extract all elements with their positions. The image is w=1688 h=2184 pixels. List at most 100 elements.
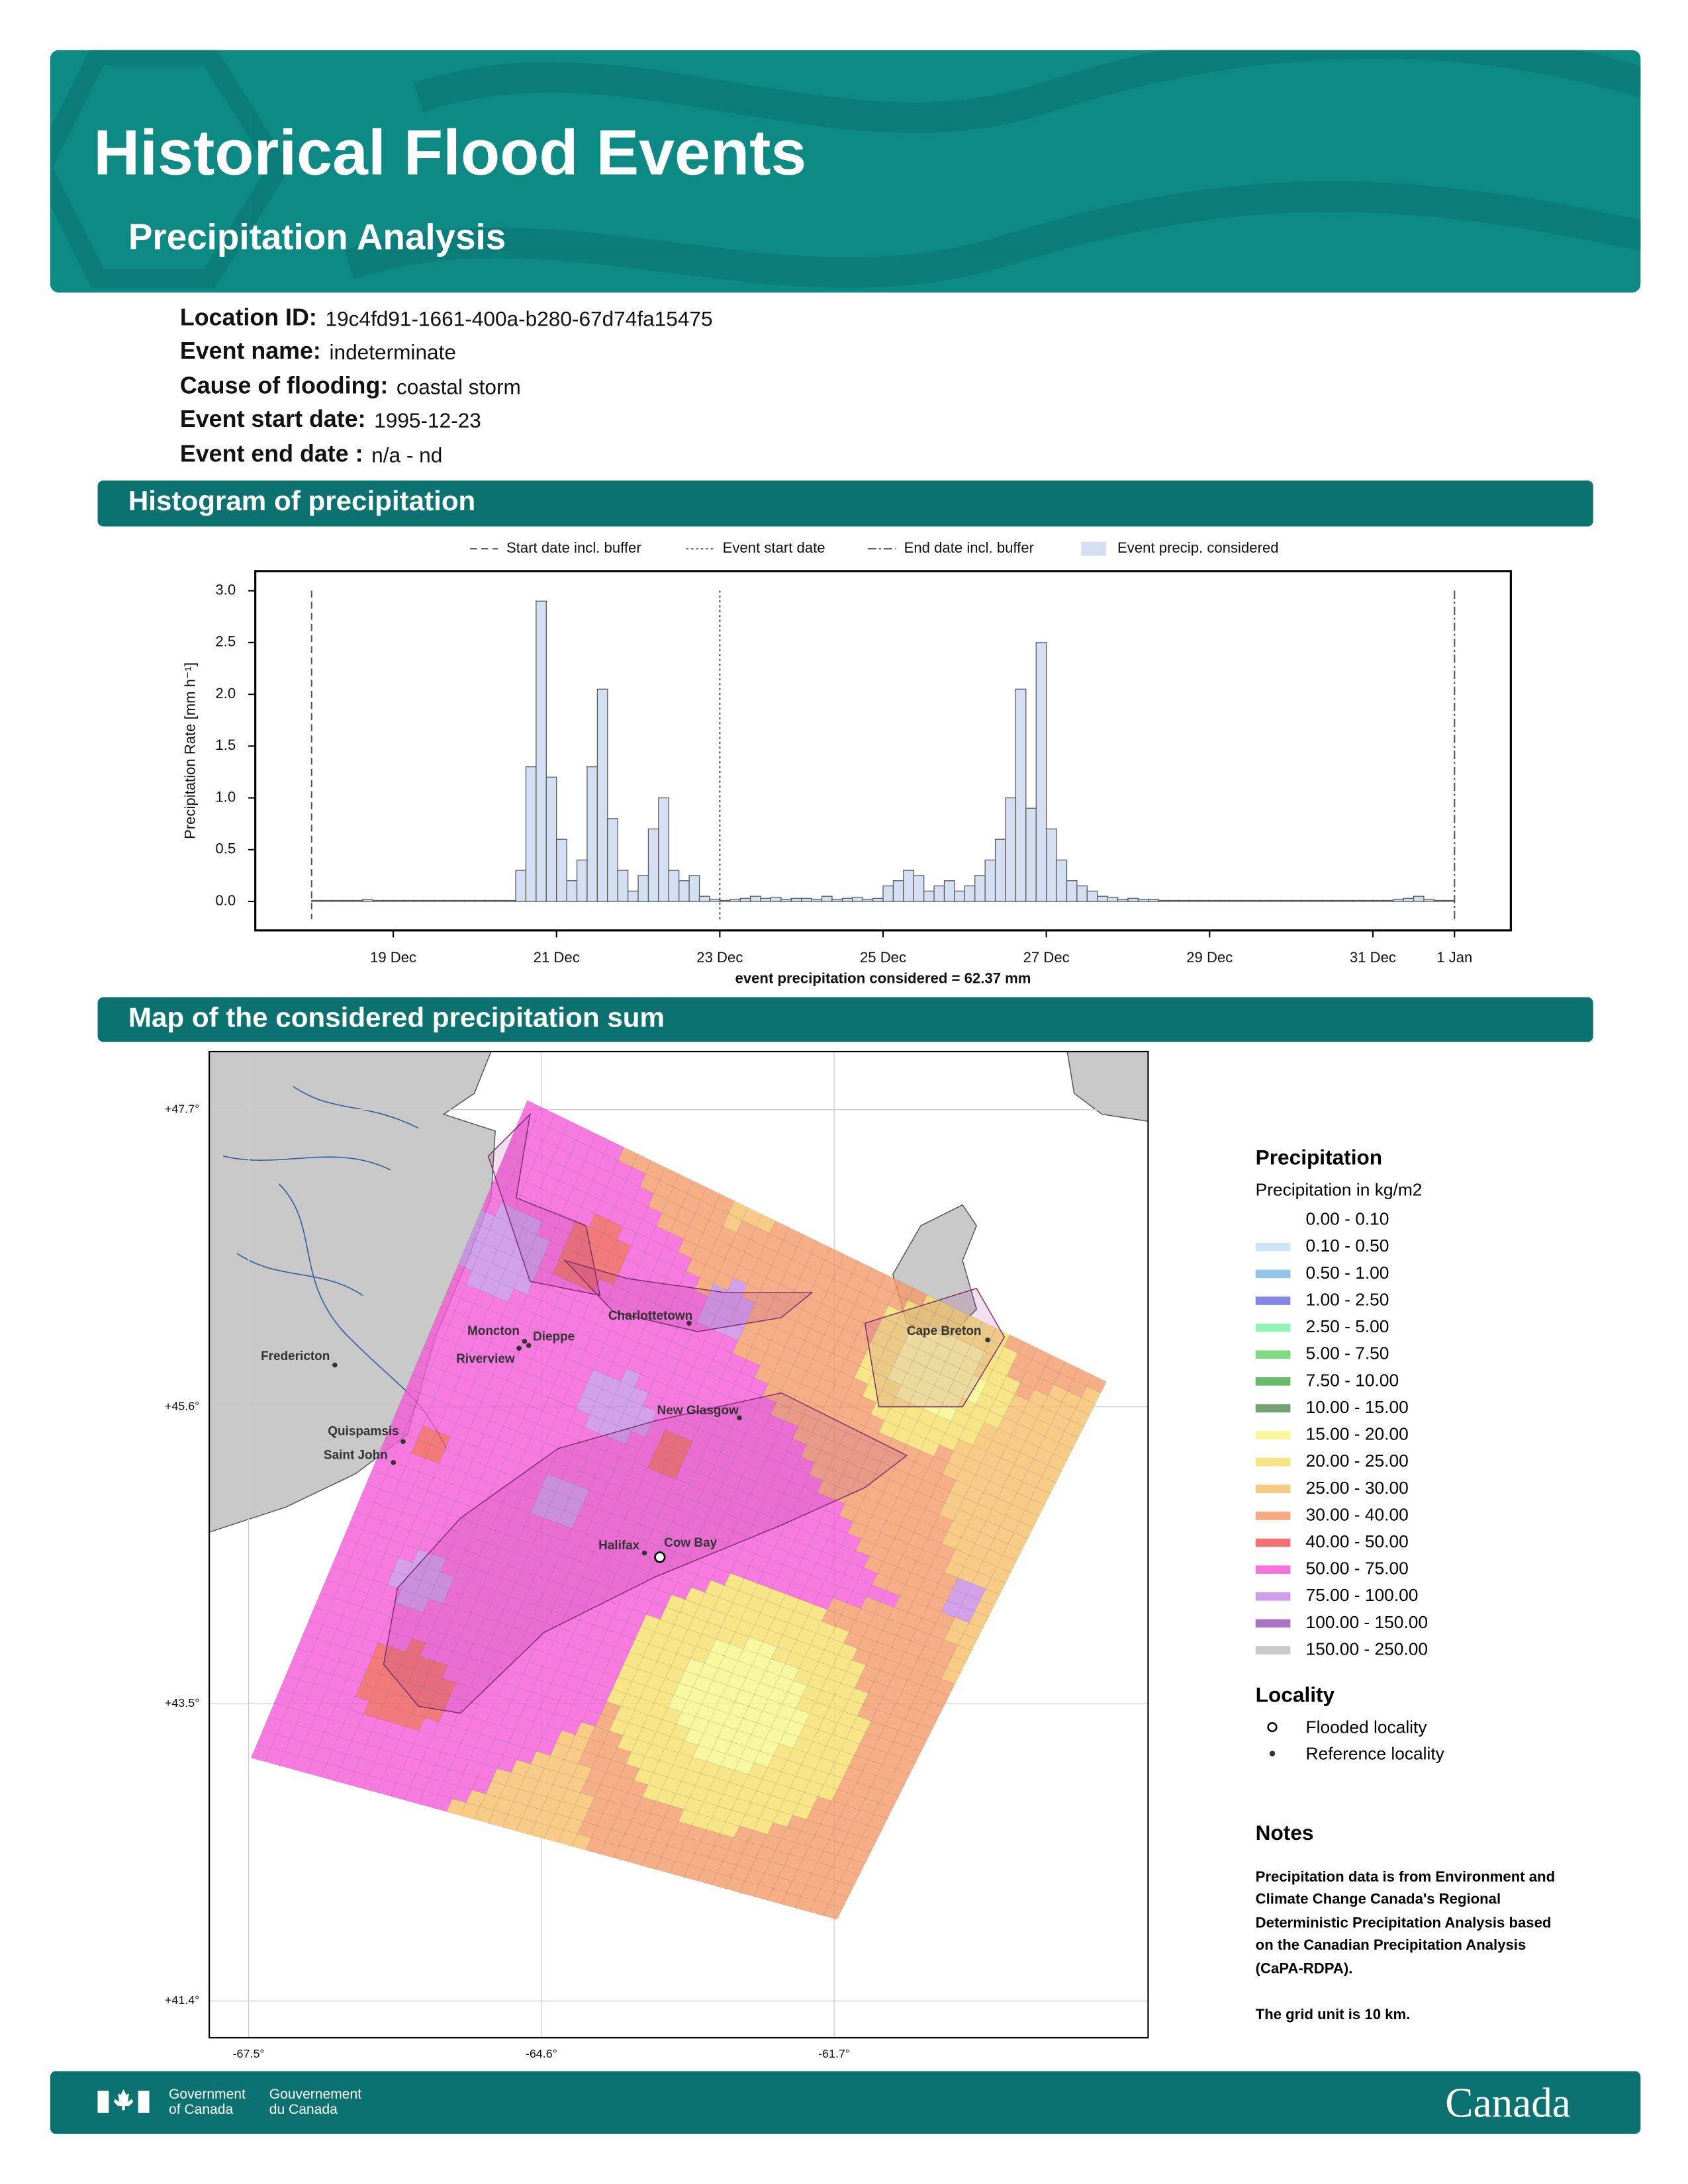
legend-swatch [1255, 1242, 1291, 1251]
legend-label: 20.00 - 25.00 [1306, 1451, 1409, 1471]
hist-bar [862, 899, 874, 902]
lat-label: +45.6° [165, 1399, 199, 1412]
hist-bar [1035, 642, 1047, 902]
hist-bar [749, 895, 761, 902]
hist-bar [383, 899, 394, 902]
hist-bar [770, 897, 782, 902]
legend-swatch [1255, 1297, 1291, 1305]
locality-label: Halifax [598, 1539, 640, 1553]
hist-bar [943, 880, 955, 902]
hist-bar [892, 880, 904, 902]
hist-bar [434, 899, 445, 902]
hist-bar [1046, 828, 1057, 902]
hist-bar [1290, 899, 1302, 902]
locality-label: Moncton [467, 1324, 520, 1338]
hist-bar [1260, 899, 1272, 902]
hist-bar [1168, 899, 1180, 902]
y-tick-label: 2.5 [215, 633, 236, 650]
coastline [563, 1259, 814, 1332]
legend-label: 7.50 - 10.00 [1306, 1370, 1399, 1390]
river [222, 1155, 391, 1171]
locality-label: Dieppe [533, 1330, 575, 1343]
field-label: Location ID: [180, 304, 317, 330]
hist-bar [1005, 797, 1017, 902]
hist-bar [1433, 899, 1445, 902]
hist-bar [954, 890, 965, 902]
hist-bar [494, 899, 506, 902]
hist-bar [852, 897, 863, 902]
locality-label: Cow Bay [664, 1536, 717, 1550]
hist-bar [464, 899, 476, 902]
legend-label: 150.00 - 250.00 [1306, 1639, 1428, 1659]
legend-swatch [1255, 1512, 1291, 1520]
legend-label: 25.00 - 30.00 [1306, 1478, 1409, 1498]
y-tick-label: 2.0 [215, 685, 236, 702]
lat-label: +43.5° [165, 1696, 199, 1709]
hist-bar [1239, 899, 1251, 902]
hist-bar [1076, 885, 1088, 902]
header-waves [50, 50, 1641, 289]
hist-bar [923, 890, 935, 902]
hist-bar [453, 899, 465, 902]
legend-swatch [1255, 1538, 1291, 1547]
section-title: Histogram of precipitation [128, 485, 475, 516]
hist-bar [1148, 899, 1159, 902]
hist-bar [1188, 899, 1200, 902]
legend-label: 0.00 - 0.10 [1306, 1209, 1389, 1229]
y-tick-label: 1.5 [215, 737, 236, 753]
x-tick-label: 29 Dec [1186, 949, 1233, 966]
hist-bar [1015, 688, 1027, 902]
hist-bar [1311, 899, 1323, 902]
field-label: Event start date: [180, 406, 366, 432]
legend-swatch [1255, 1269, 1291, 1279]
hist-bar [831, 899, 843, 902]
notes-line: Deterministic Precipitation Analysis bas… [1256, 1914, 1552, 1931]
field-value: 19c4fd91-1661-400a-b280-67d74fa15475 [325, 306, 712, 330]
hist-bar [525, 766, 537, 902]
hist-bar [362, 899, 373, 902]
hist-bar [1372, 899, 1383, 902]
field-label: Event name: [180, 338, 321, 364]
locality-label: Quispamsis [328, 1425, 399, 1439]
legend-title: Locality [1256, 1683, 1335, 1707]
legend-swatch [1255, 1565, 1291, 1574]
legend-label: 5.00 - 7.50 [1306, 1343, 1389, 1363]
hist-bar [1403, 897, 1415, 902]
hist-bar [719, 899, 731, 902]
hist-bar [1097, 895, 1108, 902]
y-tick-label: 1.0 [215, 788, 236, 805]
section-title: Map of the considered precipitation sum [128, 1002, 665, 1033]
hist-bar [658, 797, 669, 902]
legend-label: 1.00 - 2.50 [1306, 1289, 1389, 1309]
legend-label: 40.00 - 50.00 [1306, 1531, 1409, 1551]
reference-locality [332, 1362, 338, 1368]
hist-bar [423, 899, 435, 902]
hist-bar [1382, 899, 1394, 902]
hist-bar [352, 899, 363, 902]
hist-bar [1321, 899, 1333, 902]
section-bar [97, 997, 1593, 1042]
hist-bar [1158, 899, 1170, 902]
reference-locality [737, 1415, 742, 1421]
hist-bar [811, 899, 823, 902]
hist-bar [1137, 899, 1149, 902]
footer-text: of Canada [169, 2102, 233, 2117]
x-tick-label: 25 Dec [860, 949, 906, 966]
lon-label: -61.7° [818, 2047, 850, 2060]
legend-label: Flooded locality [1306, 1717, 1428, 1737]
legend: Precipitation Precipitation in kg/m2 0.00 … [1255, 1145, 1555, 2023]
reference-locality [641, 1550, 647, 1556]
y-tick-label: 0.0 [215, 892, 236, 909]
hist-bar [872, 897, 884, 902]
hist-bar [1393, 899, 1404, 902]
notes-line: Climate Change Canada's Regional [1256, 1891, 1501, 1907]
hist-bar [576, 859, 588, 902]
reference-locality-key [1269, 1751, 1276, 1756]
x-axis-label: event precipitation considered = 62.37 m… [735, 970, 1031, 986]
hist-bar [1444, 899, 1455, 902]
notes-line: (CaPA-RDPA). [1256, 1960, 1353, 1977]
legend-label: 0.50 - 1.00 [1306, 1263, 1389, 1283]
hist-bar [679, 880, 690, 902]
locality-label: Fredericton [261, 1349, 330, 1363]
